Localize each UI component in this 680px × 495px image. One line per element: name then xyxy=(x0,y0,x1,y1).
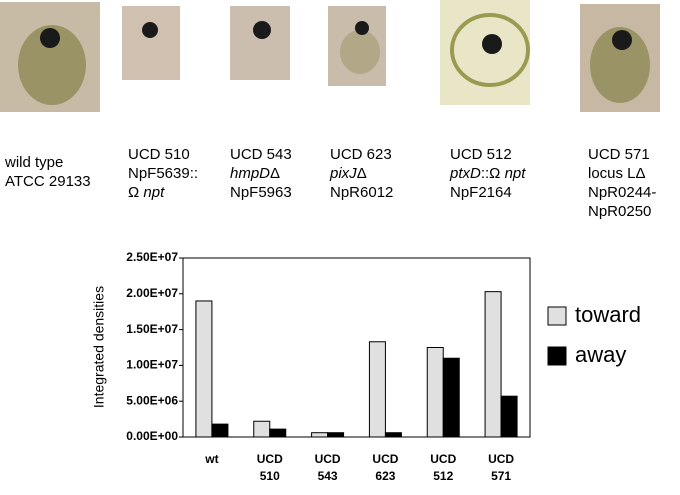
strain-label: Ω npt xyxy=(128,184,165,201)
x-tick-label: UCD 623 xyxy=(372,452,399,483)
label-part: Δ xyxy=(357,165,367,182)
colony xyxy=(340,30,380,74)
y-tick-label: 2.00E+07 xyxy=(126,286,178,300)
strain-label: NpF2164 xyxy=(450,184,512,201)
bar xyxy=(327,432,345,438)
strain-label: locus LΔ xyxy=(588,165,646,182)
strain-label: NpR0244- xyxy=(588,184,656,201)
colony xyxy=(18,25,86,105)
y-tick-label: 2.50E+07 xyxy=(126,250,178,264)
strain-label: NpR0250 xyxy=(588,203,651,220)
strain-label: wild type xyxy=(4,154,63,171)
colony-center xyxy=(253,21,271,39)
x-tick-text: UCD 543 xyxy=(314,452,341,483)
photos xyxy=(0,0,660,112)
strain-label: ptxD::Ω npt xyxy=(449,165,526,182)
label-part: ptxD xyxy=(449,165,481,182)
label-part: Δ xyxy=(270,165,280,182)
colony-center xyxy=(612,30,632,50)
y-axis-title: Integrated densities xyxy=(91,286,107,408)
strain-label: pixJΔ xyxy=(329,165,367,182)
bar xyxy=(426,347,444,438)
strain-label: UCD 512 xyxy=(450,146,512,163)
colony xyxy=(590,27,650,103)
label-part: pixJ xyxy=(329,165,357,182)
colony-center xyxy=(40,28,60,48)
photo xyxy=(122,6,180,80)
bar xyxy=(253,420,271,438)
strain-label: UCD 571 xyxy=(588,146,650,163)
bar xyxy=(442,357,460,438)
strain-label: NpF5963 xyxy=(230,184,292,201)
y-tick-label: 1.00E+07 xyxy=(126,358,178,372)
x-tick-label: wt xyxy=(205,452,219,466)
bar xyxy=(269,428,287,438)
plot-frame xyxy=(182,257,531,438)
x-tick-text: UCD 623 xyxy=(372,452,399,483)
legend-swatch xyxy=(547,346,567,366)
bar xyxy=(211,423,229,438)
bar xyxy=(500,395,518,438)
bar xyxy=(195,300,213,438)
x-tick-text: wt xyxy=(205,452,219,466)
bar xyxy=(368,341,386,438)
label-part: npt xyxy=(505,165,527,182)
strain-label: hmpDΔ xyxy=(230,165,280,182)
colony-center xyxy=(482,34,502,54)
strain-label: UCD 510 xyxy=(128,146,190,163)
x-tick-text: UCD 510 xyxy=(256,452,283,483)
bar xyxy=(311,432,329,438)
legend-swatch xyxy=(547,306,567,326)
strain-label: NpF5639:: xyxy=(128,165,198,182)
strain-label: ATCC 29133 xyxy=(5,173,91,190)
label-part: hmpD xyxy=(230,165,270,182)
label-part: ::Ω xyxy=(481,165,505,182)
strain-label: NpR6012 xyxy=(330,184,393,201)
strain-label: UCD 543 xyxy=(230,146,292,163)
bar xyxy=(484,291,502,438)
y-tick-label: 1.50E+07 xyxy=(126,322,178,336)
x-tick-text: UCD 571 xyxy=(488,452,515,483)
colony xyxy=(450,13,530,87)
x-tick-text: UCD 512 xyxy=(430,452,457,483)
x-tick-label: UCD 510 xyxy=(256,452,283,483)
label-part: Ω xyxy=(128,184,143,201)
y-tick-label: 0.00E+00 xyxy=(126,429,178,443)
x-tick-label: UCD 512 xyxy=(430,452,457,483)
x-tick-label: UCD 571 xyxy=(488,452,515,483)
bar xyxy=(384,432,402,438)
label-part: npt xyxy=(143,184,165,201)
photo xyxy=(230,6,290,80)
x-tick-label: UCD 543 xyxy=(314,452,341,483)
strain-label: UCD 623 xyxy=(330,146,392,163)
legend-label: toward xyxy=(575,302,641,327)
legend-label: away xyxy=(575,342,626,367)
colony-center xyxy=(142,22,158,38)
colony-center xyxy=(355,21,369,35)
y-tick-label: 5.00E+06 xyxy=(126,393,178,407)
photo xyxy=(440,0,530,105)
